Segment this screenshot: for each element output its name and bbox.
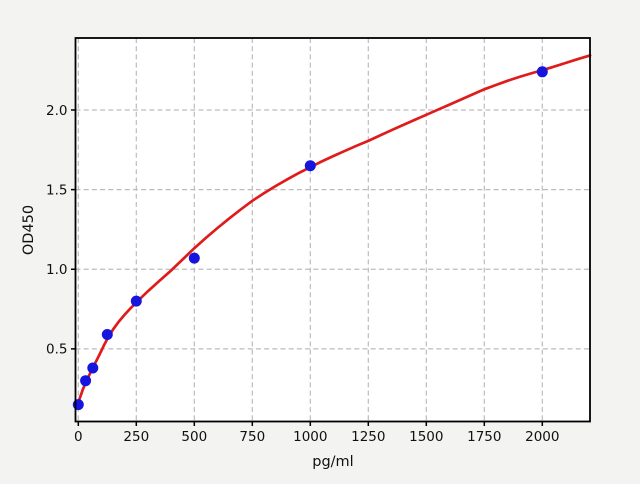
x-tick-label: 750 xyxy=(239,429,265,445)
y-tick-label: 1.5 xyxy=(46,182,67,198)
data-point xyxy=(87,362,99,374)
y-tick-label: 2.0 xyxy=(46,103,67,119)
data-point xyxy=(304,160,316,172)
data-point xyxy=(80,375,92,387)
x-tick-label: 1000 xyxy=(293,429,327,445)
data-point xyxy=(101,329,113,340)
y-axis-label: OD450 xyxy=(21,205,37,255)
x-tick-label: 0 xyxy=(74,429,83,445)
x-tick-label: 1750 xyxy=(467,429,501,445)
axes-spines xyxy=(74,37,591,423)
x-tick-label: 500 xyxy=(181,429,207,445)
x-axis-label: pg/ml xyxy=(312,454,353,470)
data-point xyxy=(72,399,84,411)
x-tick-label: 1250 xyxy=(351,429,385,445)
data-point xyxy=(188,252,200,264)
plot-area xyxy=(75,38,590,422)
data-point xyxy=(536,66,548,78)
y-tick-label: 0.5 xyxy=(46,342,67,358)
x-tick-label: 250 xyxy=(123,429,149,445)
y-tick-label: 1.0 xyxy=(46,262,67,278)
x-tick-label: 2000 xyxy=(525,429,559,445)
data-point xyxy=(130,295,142,307)
x-tick-label: 1500 xyxy=(409,429,443,445)
